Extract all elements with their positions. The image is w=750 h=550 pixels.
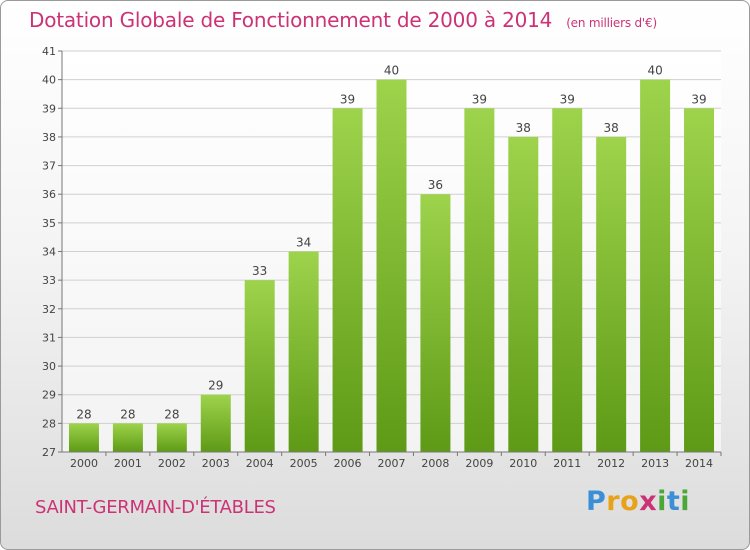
bar — [640, 79, 671, 453]
x-tick-label: 2004 — [246, 457, 274, 470]
bar — [200, 394, 231, 452]
bar-value-label: 38 — [604, 121, 619, 135]
bar-value-label: 40 — [384, 64, 399, 78]
x-tick-label: 2005 — [290, 457, 318, 470]
x-tick-label: 2012 — [597, 457, 625, 470]
x-tick-label: 2013 — [641, 457, 669, 470]
x-tick-label: 2006 — [334, 457, 362, 470]
bar — [508, 136, 539, 452]
bar — [112, 423, 143, 452]
y-tick-label: 36 — [42, 188, 56, 201]
bar-value-label: 39 — [340, 92, 355, 106]
x-tick-label: 2007 — [378, 457, 406, 470]
y-tick-label: 27 — [42, 446, 56, 459]
bar — [244, 280, 275, 452]
commune-name: SAINT-GERMAIN-D'ÉTABLES — [35, 497, 276, 518]
bar — [684, 108, 715, 453]
bar-value-label: 38 — [516, 121, 531, 135]
title-text: Dotation Globale de Fonctionnement de 20… — [29, 8, 553, 32]
bar-value-label: 29 — [208, 379, 223, 393]
chart-title: Dotation Globale de Fonctionnement de 20… — [29, 8, 657, 32]
y-tick-label: 34 — [42, 246, 56, 259]
x-tick-label: 2010 — [509, 457, 537, 470]
bar — [464, 108, 495, 453]
y-tick-label: 28 — [42, 417, 56, 430]
x-tick-label: 2009 — [465, 457, 493, 470]
bar — [332, 108, 363, 453]
y-tick-label: 33 — [42, 274, 56, 287]
bar-value-label: 28 — [76, 407, 91, 421]
y-tick-label: 32 — [42, 303, 56, 316]
bar — [376, 79, 407, 453]
y-tick-label: 38 — [42, 131, 56, 144]
bar-value-label: 33 — [252, 264, 267, 278]
x-tick-label: 2000 — [70, 457, 98, 470]
x-tick-label: 2008 — [421, 457, 449, 470]
bar-value-label: 39 — [560, 92, 575, 106]
y-tick-label: 40 — [42, 74, 56, 87]
bar — [68, 423, 99, 452]
x-tick-label: 2001 — [114, 457, 142, 470]
bar — [596, 136, 627, 452]
bar — [420, 194, 451, 452]
y-tick-label: 37 — [42, 160, 56, 173]
y-tick-label: 30 — [42, 360, 56, 373]
bar-value-label: 28 — [164, 407, 179, 421]
bar-value-label: 36 — [428, 178, 443, 192]
bar-value-label: 34 — [296, 236, 311, 250]
y-tick-label: 29 — [42, 389, 56, 402]
x-tick-label: 2003 — [202, 457, 230, 470]
x-tick-label: 2002 — [158, 457, 186, 470]
bar-value-label: 40 — [647, 64, 662, 78]
bar-value-label: 28 — [120, 407, 135, 421]
y-tick-label: 31 — [42, 331, 56, 344]
bar — [288, 251, 319, 452]
x-tick-label: 2011 — [553, 457, 581, 470]
y-tick-label: 35 — [42, 217, 56, 230]
y-tick-label: 41 — [42, 45, 56, 58]
y-tick-label: 39 — [42, 102, 56, 115]
bar-value-label: 39 — [472, 92, 487, 106]
bar — [156, 423, 187, 452]
bar-value-label: 39 — [691, 92, 706, 106]
bar — [552, 108, 583, 453]
unit-label: (en milliers d'€) — [566, 16, 657, 30]
proxiti-logo[interactable]: Proxiti — [586, 486, 691, 517]
x-tick-label: 2014 — [685, 457, 713, 470]
